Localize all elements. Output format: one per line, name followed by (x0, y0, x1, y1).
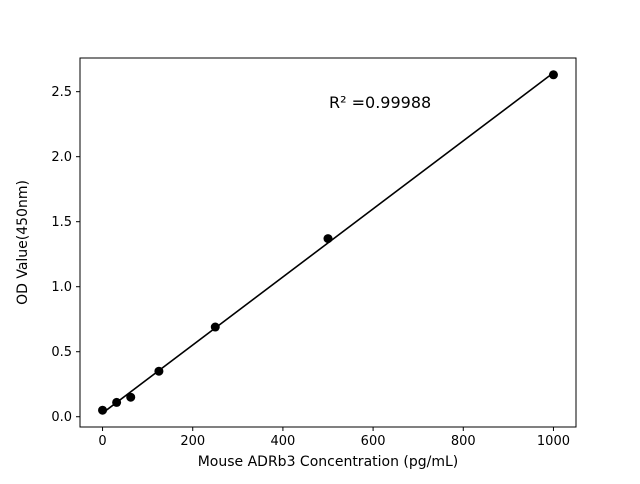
x-tick-label: 400 (270, 434, 295, 449)
y-tick-label: 0.5 (51, 345, 72, 360)
data-point (154, 366, 164, 376)
x-tick-label: 1000 (537, 434, 570, 449)
y-tick-label: 1.0 (51, 280, 72, 295)
x-tick-label: 200 (180, 434, 205, 449)
data-point (126, 392, 136, 402)
plot-area-border (79, 57, 577, 428)
x-axis-label: Mouse ADRb3 Concentration (pg/mL) (198, 454, 459, 470)
y-tick-label: 1.5 (51, 215, 72, 230)
y-axis-label: OD Value(450nm) (15, 180, 31, 305)
data-point (323, 234, 333, 244)
data-point (112, 397, 122, 407)
x-tick-label: 600 (361, 434, 386, 449)
data-point (98, 405, 108, 415)
y-tick-label: 2.5 (51, 85, 72, 100)
data-point (210, 322, 220, 332)
data-point (548, 70, 558, 80)
y-tick-label: 2.0 (51, 150, 72, 165)
y-tick-label: 0.0 (51, 410, 72, 425)
r-squared-annotation: R² =0.99988 (329, 93, 431, 112)
x-tick-label: 0 (98, 434, 106, 449)
x-tick-label: 800 (451, 434, 476, 449)
